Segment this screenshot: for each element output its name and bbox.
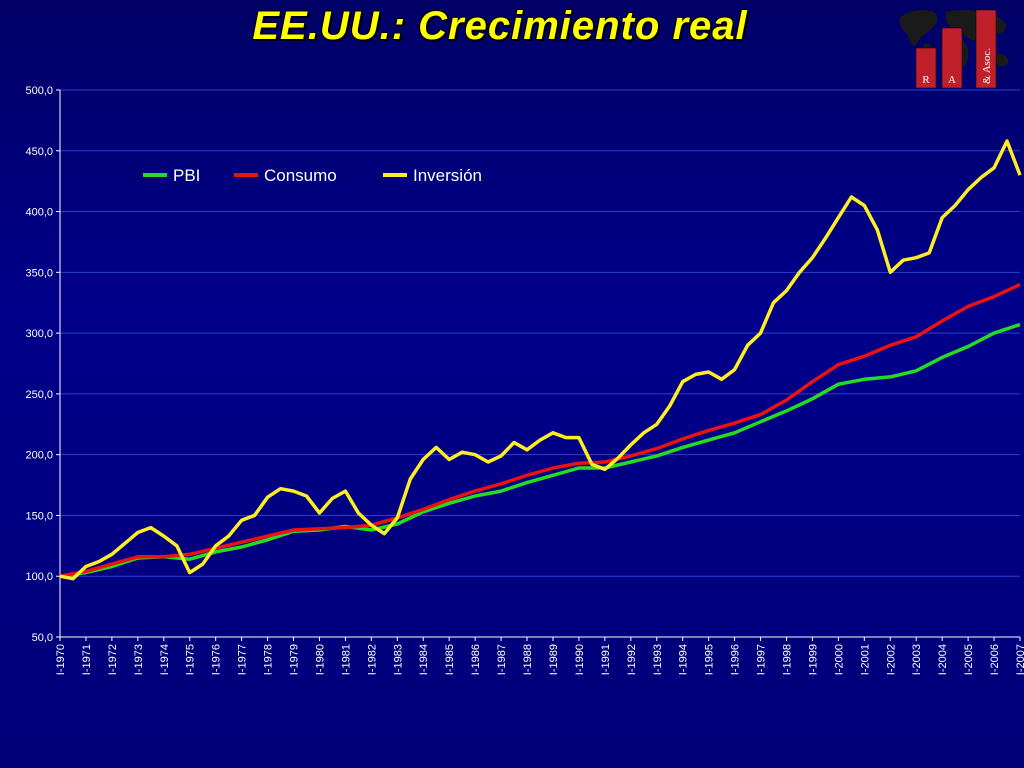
series-line-2 — [59, 282, 1021, 578]
legend-label: Consumo — [264, 166, 337, 185]
x-tick-label: I-1993 — [652, 644, 664, 675]
x-tick-label: I-1992 — [626, 644, 638, 675]
logo-bar-asoc — [975, 9, 997, 88]
x-tick-label: I-1977 — [237, 644, 249, 675]
x-tick-label: I-1998 — [781, 644, 793, 675]
x-tick-label: I-1991 — [600, 644, 612, 675]
y-tick-label: 500,0 — [25, 85, 53, 97]
x-tick-label: I-1981 — [340, 644, 352, 675]
y-tick-label: 350,0 — [25, 267, 53, 279]
x-tick-label: I-2005 — [963, 644, 975, 675]
y-tick-label: 200,0 — [25, 450, 53, 462]
logo-bar-r — [915, 47, 937, 88]
logo-letter-asoc: & Asoc. — [981, 48, 993, 84]
x-tick-label: I-1986 — [470, 644, 482, 675]
legend: PBI Consumo Inversión — [143, 166, 482, 185]
firm-logo: R A & Asoc. — [899, 9, 1009, 88]
series-line-3 — [59, 139, 1022, 581]
slide-title: EE.UU.: Crecimiento real — [252, 4, 748, 48]
x-tick-label: I-1972 — [107, 644, 119, 675]
x-tick-label: I-1990 — [574, 644, 586, 675]
x-tick-label: I-1975 — [185, 644, 197, 675]
x-tick-label: I-2004 — [937, 644, 949, 675]
x-tick-label: I-2007 — [1015, 644, 1024, 675]
legend-label: PBI — [173, 166, 200, 185]
y-tick-label: 400,0 — [25, 207, 53, 219]
y-tick-label: 50,0 — [32, 632, 53, 644]
x-tick-label: I-2002 — [885, 644, 897, 675]
x-tick-label: I-1971 — [81, 644, 93, 675]
series-line-1 — [59, 322, 1021, 578]
x-tick-label: I-1979 — [289, 644, 301, 675]
x-tick-label: I-2003 — [911, 644, 923, 675]
growth-chart: 50,0 100,0 150,0 200,0 250,0 300,0 350,0 400,0 4… — [25, 85, 1024, 675]
x-tick-label: I-1987 — [496, 644, 508, 675]
x-tick-label: I-1995 — [704, 644, 716, 675]
x-tick-label: I-1994 — [678, 644, 690, 675]
x-tick-label: I-1999 — [807, 644, 819, 675]
x-tick-label: I-1997 — [756, 644, 768, 675]
x-tick-label: I-1973 — [133, 644, 145, 675]
x-tick-label: I-1989 — [548, 644, 560, 675]
x-tick-label: I-1988 — [522, 644, 534, 675]
x-tick-label: I-1983 — [392, 644, 404, 675]
legend-label: Inversión — [413, 166, 482, 185]
y-tick-label: 150,0 — [25, 510, 53, 522]
logo-letter-a: A — [948, 74, 956, 86]
logo-letter-r: R — [922, 74, 930, 86]
x-tick-label: I-1984 — [418, 644, 430, 675]
y-tick-label: 250,0 — [25, 389, 53, 401]
x-tick-label: I-1982 — [366, 644, 378, 675]
x-tick-label: I-1978 — [263, 644, 275, 675]
x-tick-label: I-1996 — [730, 644, 742, 675]
y-tick-label: 300,0 — [25, 328, 53, 340]
x-tick-label: I-1980 — [314, 644, 326, 675]
y-tick-label: 100,0 — [25, 571, 53, 583]
x-tick-label: I-2001 — [859, 644, 871, 675]
logo-bar-a — [941, 27, 963, 88]
x-tick-label: I-1976 — [211, 644, 223, 675]
y-tick-label: 450,0 — [25, 146, 53, 158]
x-tick-label: I-1970 — [55, 644, 67, 675]
axes: 50,0 100,0 150,0 200,0 250,0 300,0 350,0 400,0 4… — [25, 85, 1024, 675]
x-tick-label: I-1974 — [159, 644, 171, 675]
x-tick-label: I-2006 — [989, 644, 1001, 675]
series-lines — [59, 139, 1022, 581]
x-tick-label: I-2000 — [833, 644, 845, 675]
x-tick-label: I-1985 — [444, 644, 456, 675]
